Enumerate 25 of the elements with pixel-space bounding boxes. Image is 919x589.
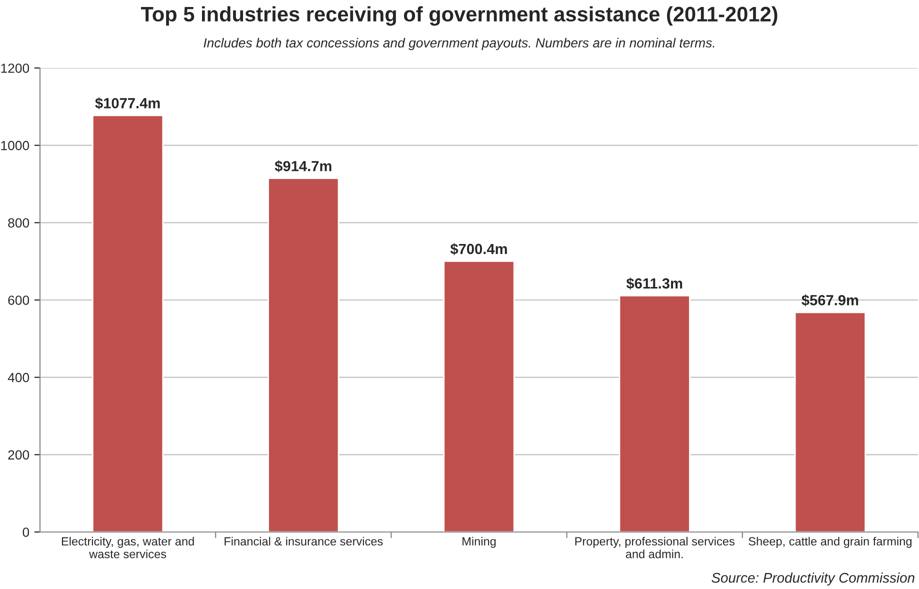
y-tick-label: 200 (8, 450, 30, 460)
data-label: $914.7m (274, 160, 332, 172)
x-tick-label: Property, professional services and admin. (575, 536, 734, 558)
bar (268, 178, 340, 532)
bar (92, 114, 164, 532)
chart-title: Top 5 industries receiving of government assistance (2011-2012) (140, 6, 778, 26)
y-tick-label: 600 (8, 296, 30, 305)
x-tick-label: Sheep, cattle and grain farming (748, 536, 912, 548)
data-label: $567.9m (802, 294, 858, 306)
y-tick-label: 1000 (1, 140, 30, 150)
y-tick-label: 400 (8, 372, 30, 382)
x-tick-label: Electricity, gas, water and waste services (62, 536, 194, 558)
y-tick-label: 1200 (1, 64, 30, 73)
x-tick-label: Mining (462, 536, 496, 548)
data-label: $611.3m (626, 278, 682, 290)
bar (443, 260, 515, 532)
data-label: $1077.4m (95, 97, 160, 110)
source-note: Source: Productivity Commission (712, 572, 914, 586)
bar (794, 312, 866, 532)
x-tick-label: Financial & insurance services (224, 536, 383, 546)
bar (618, 294, 690, 532)
y-tick-label: 0 (22, 528, 30, 537)
chart-subtitle: Includes both tax concessions and government payouts. Numbers are in nominal terms. (204, 38, 714, 50)
y-tick-label: 800 (8, 218, 30, 228)
data-label: $700.4m (450, 243, 507, 256)
